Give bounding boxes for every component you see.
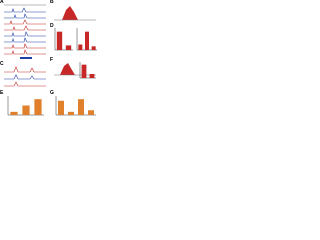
track (4, 37, 46, 43)
bar (81, 64, 87, 78)
track (4, 19, 46, 25)
panel-label: D (50, 23, 54, 29)
track (4, 81, 46, 87)
bar (65, 45, 72, 50)
panel-label: F (50, 57, 53, 63)
bar (85, 31, 89, 50)
peak (54, 63, 96, 75)
panel-label: E (0, 90, 4, 96)
bar (22, 105, 30, 115)
bar (58, 100, 64, 115)
figure: A B C D E F G (0, 0, 97, 116)
gene-model (20, 57, 32, 59)
bar (34, 99, 42, 115)
bar (91, 46, 96, 50)
bar (78, 99, 84, 115)
track (4, 31, 46, 37)
panel-label: C (0, 61, 4, 67)
bar (10, 111, 18, 115)
track (4, 74, 46, 80)
track (4, 25, 46, 31)
bar (88, 110, 94, 115)
track (4, 43, 46, 49)
peak (54, 6, 96, 20)
browser-tracks-a (4, 4, 46, 59)
bar (68, 111, 74, 115)
browser-tracks-c (4, 66, 46, 87)
panel-label: G (50, 90, 54, 96)
peak-track-b (54, 6, 96, 21)
panel-label: B (50, 0, 54, 5)
panel-label: A (0, 0, 4, 5)
bar (78, 44, 83, 50)
bar (89, 74, 95, 78)
bar (56, 31, 63, 50)
track (4, 13, 46, 19)
peak-track-f (54, 63, 96, 76)
track (4, 7, 46, 13)
track (4, 66, 46, 73)
track (4, 49, 46, 55)
